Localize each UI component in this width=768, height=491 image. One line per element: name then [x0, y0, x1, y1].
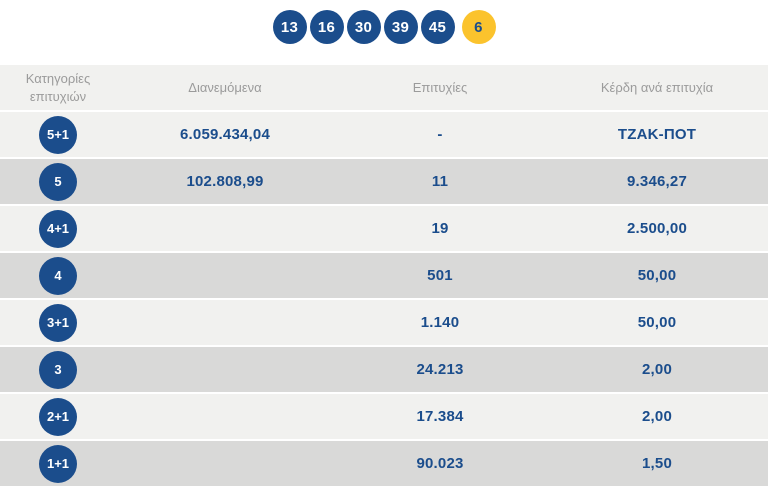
- col-header-distributed: Διανεμόμενα: [188, 79, 262, 95]
- drawn-numbers-row: 13 16 30 39 45 6: [0, 0, 768, 65]
- category-badge: 2+1: [39, 397, 77, 436]
- wins-value: 19: [431, 220, 449, 237]
- wins-value: 17.384: [416, 408, 464, 425]
- prize-value: 9.346,27: [627, 173, 687, 190]
- prize-value: 50,00: [637, 314, 677, 331]
- prize-value: 2,00: [642, 408, 672, 425]
- col-header-categories: Κατηγορίες επιτυχιών: [25, 70, 91, 104]
- distributed-value: 6.059.434,04: [180, 126, 270, 143]
- drawn-number-ball: 45: [420, 10, 455, 44]
- table-row: 5+1 6.059.434,04 - ΤΖΑΚ-ΠΟΤ: [0, 112, 768, 157]
- category-badge: 5: [39, 162, 77, 201]
- category-badge: 3+1: [39, 303, 77, 342]
- col-header-wins: Επιτυχίες: [412, 79, 468, 95]
- table-row: 4 501 50,00: [0, 253, 768, 298]
- drawn-number-ball: 39: [383, 10, 418, 44]
- table-row: 5 102.808,99 11 9.346,27: [0, 159, 768, 204]
- category-badge: 3: [39, 350, 77, 389]
- prize-value: 2,00: [642, 361, 672, 378]
- category-badge: 5+1: [39, 115, 77, 154]
- col-header-prize: Κέρδη ανά επιτυχία: [600, 79, 714, 95]
- table-row: 4+1 19 2.500,00: [0, 206, 768, 251]
- wins-value: 1.140: [420, 314, 460, 331]
- drawn-number-ball: 30: [346, 10, 381, 44]
- table-header-row: Κατηγορίες επιτυχιών Διανεμόμενα Επιτυχί…: [0, 65, 768, 110]
- prize-value: ΤΖΑΚ-ΠΟΤ: [617, 126, 697, 143]
- wins-value: 24.213: [416, 361, 464, 378]
- prize-value: 50,00: [637, 267, 677, 284]
- table-row: 3 24.213 2,00: [0, 347, 768, 392]
- winnings-table: Κατηγορίες επιτυχιών Διανεμόμενα Επιτυχί…: [0, 65, 768, 486]
- category-badge: 1+1: [39, 444, 77, 483]
- wins-value: 90.023: [416, 455, 464, 472]
- wins-value: 501: [427, 267, 453, 284]
- drawn-number-ball: 16: [309, 10, 344, 44]
- wins-value: 11: [431, 173, 449, 190]
- table-row: 2+1 17.384 2,00: [0, 394, 768, 439]
- prize-value: 1,50: [642, 455, 672, 472]
- table-row: 3+1 1.140 50,00: [0, 300, 768, 345]
- prize-value: 2.500,00: [627, 220, 687, 237]
- drawn-number-ball: 13: [272, 10, 307, 44]
- table-row: 1+1 90.023 1,50: [0, 441, 768, 486]
- wins-value: -: [437, 126, 443, 143]
- category-badge: 4: [39, 256, 77, 295]
- category-badge: 4+1: [39, 209, 77, 248]
- distributed-value: 102.808,99: [186, 173, 264, 190]
- joker-number-ball: 6: [461, 10, 496, 44]
